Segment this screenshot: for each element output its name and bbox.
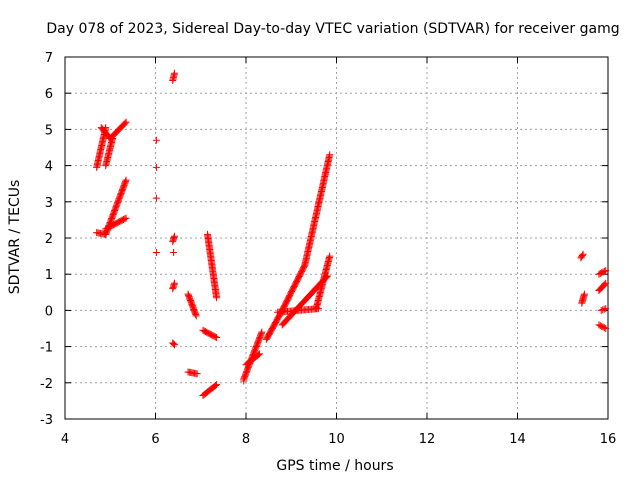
data-point: [256, 350, 264, 358]
data-point: [600, 305, 608, 313]
data-point: [192, 312, 200, 320]
y-tick-label: 3: [45, 196, 53, 211]
data-point: [169, 339, 177, 347]
data-point: [170, 340, 178, 348]
data-point: [601, 280, 609, 288]
x-tick-label: 10: [328, 432, 345, 447]
data-point: [213, 334, 221, 342]
x-tick-label: 14: [509, 432, 526, 447]
data-point: [323, 272, 331, 280]
y-tick-label: 0: [45, 304, 53, 319]
y-tick-label: 5: [45, 123, 53, 138]
data-point: [600, 324, 608, 332]
data-point: [579, 250, 587, 258]
axes: [64, 56, 609, 420]
data-point: [597, 306, 605, 314]
y-tick-label: -3: [40, 413, 53, 428]
data-point: [326, 151, 334, 159]
data-point: [323, 273, 331, 281]
y-tick-label: 6: [45, 87, 53, 102]
data-point: [257, 329, 265, 337]
data-point: [170, 248, 178, 256]
data-point: [600, 267, 608, 275]
data-point: [122, 118, 130, 126]
x-tick-label: 16: [600, 432, 617, 447]
data-point: [193, 370, 201, 378]
grid: [65, 57, 608, 419]
plot-frame: [64, 56, 609, 420]
data-point: [109, 134, 117, 142]
data-points: [93, 69, 610, 399]
y-tick-label: -1: [40, 341, 53, 356]
x-tick-label: 6: [151, 432, 159, 447]
data-point: [152, 248, 160, 256]
data-point: [258, 328, 266, 336]
x-axis-label: GPS time / hours: [276, 458, 393, 474]
data-point: [602, 305, 610, 313]
data-point: [122, 214, 130, 222]
data-point: [254, 351, 262, 359]
data-point: [580, 290, 588, 298]
data-point: [171, 69, 179, 77]
data-point: [602, 279, 610, 287]
data-point: [121, 119, 129, 127]
y-tick-label: 7: [45, 51, 53, 66]
data-point: [152, 163, 160, 171]
data-point: [599, 306, 607, 314]
x-tick-label: 8: [242, 432, 250, 447]
chart-title: Day 078 of 2023, Sidereal Day-to-day VTE…: [46, 21, 619, 37]
data-point: [152, 136, 160, 144]
data-point: [213, 294, 221, 302]
y-tick-label: 4: [45, 160, 53, 175]
y-tick-label: -2: [40, 377, 53, 392]
data-point: [152, 194, 160, 202]
x-tick-label: 4: [61, 432, 69, 447]
data-point: [602, 325, 610, 332]
data-point: [240, 377, 248, 385]
data-point: [578, 251, 586, 259]
data-point: [211, 333, 219, 341]
data-point: [171, 232, 179, 240]
data-point: [122, 176, 130, 184]
data-point: [121, 215, 129, 223]
data-point: [171, 279, 179, 287]
data-point: [211, 382, 219, 390]
x-tick-label: 12: [419, 432, 436, 447]
data-point: [171, 341, 179, 349]
data-point: [602, 267, 610, 275]
y-tick-label: 1: [45, 268, 53, 283]
y-axis-label: SDTVAR / TECUs: [7, 180, 23, 295]
y-tick-label: 2: [45, 232, 53, 247]
data-point: [326, 252, 334, 260]
data-point: [213, 381, 221, 389]
